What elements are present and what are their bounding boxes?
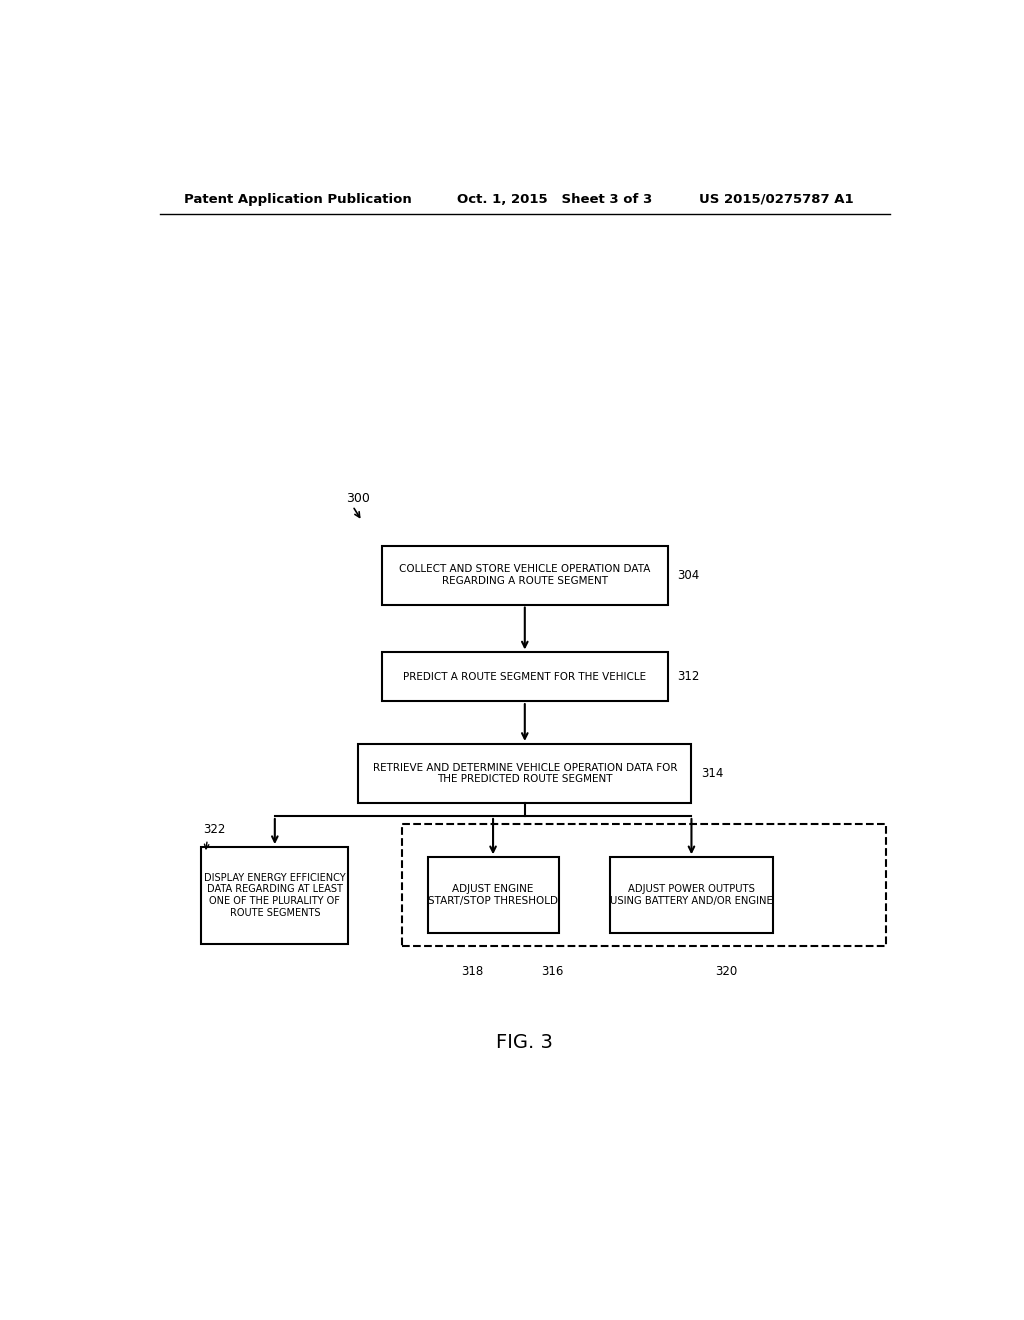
Text: PREDICT A ROUTE SEGMENT FOR THE VEHICLE: PREDICT A ROUTE SEGMENT FOR THE VEHICLE [403, 672, 646, 681]
Text: 320: 320 [715, 965, 737, 978]
Text: 322: 322 [204, 822, 225, 836]
Text: FIG. 3: FIG. 3 [497, 1034, 553, 1052]
Text: 304: 304 [677, 569, 699, 582]
Text: 314: 314 [701, 767, 723, 780]
Text: US 2015/0275787 A1: US 2015/0275787 A1 [699, 193, 854, 206]
Bar [401, 824, 886, 946]
Bar [202, 847, 348, 944]
Text: Patent Application Publication: Patent Application Publication [183, 193, 412, 206]
Text: ADJUST POWER OUTPUTS
USING BATTERY AND/OR ENGINE: ADJUST POWER OUTPUTS USING BATTERY AND/O… [610, 884, 773, 906]
Text: 312: 312 [677, 671, 699, 684]
Text: ADJUST ENGINE
START/STOP THRESHOLD: ADJUST ENGINE START/STOP THRESHOLD [428, 884, 558, 906]
Bar [358, 744, 691, 803]
Text: 300: 300 [346, 492, 370, 506]
Text: RETRIEVE AND DETERMINE VEHICLE OPERATION DATA FOR
THE PREDICTED ROUTE SEGMENT: RETRIEVE AND DETERMINE VEHICLE OPERATION… [373, 763, 677, 784]
Text: 316: 316 [542, 965, 564, 978]
Bar [382, 652, 668, 701]
Text: COLLECT AND STORE VEHICLE OPERATION DATA
REGARDING A ROUTE SEGMENT: COLLECT AND STORE VEHICLE OPERATION DATA… [399, 565, 650, 586]
Text: 318: 318 [461, 965, 483, 978]
Text: DISPLAY ENERGY EFFICIENCY
DATA REGARDING AT LEAST
ONE OF THE PLURALITY OF
ROUTE : DISPLAY ENERGY EFFICIENCY DATA REGARDING… [204, 873, 346, 917]
Bar [610, 857, 773, 933]
Bar [428, 857, 558, 933]
Bar [382, 545, 668, 605]
Text: Oct. 1, 2015   Sheet 3 of 3: Oct. 1, 2015 Sheet 3 of 3 [458, 193, 652, 206]
